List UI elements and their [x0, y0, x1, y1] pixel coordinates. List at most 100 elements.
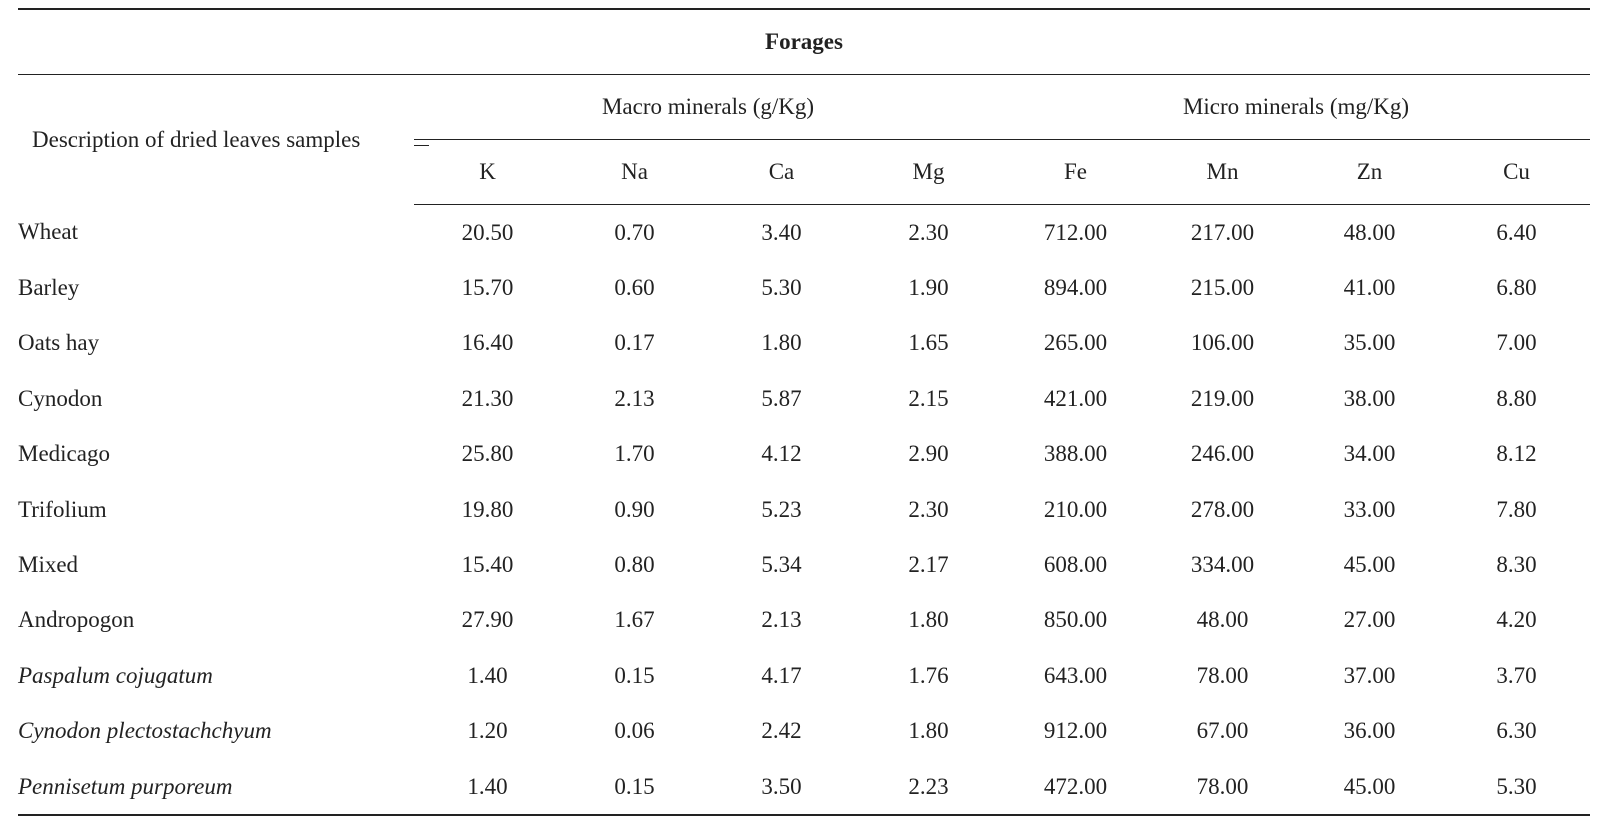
value-cell-k: 27.90	[461, 607, 514, 633]
value-cell-ca: 3.40	[761, 219, 802, 245]
value-cell-zn: 38.00	[1343, 385, 1396, 411]
value-cell-k: 15.40	[461, 552, 514, 578]
value-cell-fe: 712.00	[1043, 219, 1108, 245]
value-cell-na: 0.15	[561, 758, 708, 817]
value-cell-zn: 36.00	[1343, 718, 1396, 744]
element-header-row: K Na Ca Mg Fe Mn Zn Cu	[18, 139, 1591, 205]
value-cell-k: 1.20	[467, 718, 508, 744]
value-cell-zn: 34.00	[1343, 441, 1396, 467]
table-row: Pennisetum purporeum 1.40 0.15 3.50 2.23 472.…	[18, 758, 1591, 817]
column-header-mg: Mg	[855, 139, 1002, 205]
table-title: Forages	[18, 8, 1591, 75]
value-cell-mn: 48.00	[1196, 607, 1249, 633]
forages-table-container: Forages Description of dried leaves samp…	[18, 8, 1591, 817]
value-cell-zn: 45.00	[1343, 552, 1396, 578]
value-cell-k: 19.80	[461, 496, 514, 522]
value-cell-mg: 2.30	[908, 219, 949, 245]
value-cell-mg: 2.15	[908, 385, 949, 411]
value-cell-mn: 78.00	[1149, 758, 1296, 817]
value-cell-k: 21.30	[461, 385, 514, 411]
value-cell-fe: 265.00	[1043, 330, 1108, 356]
value-cell-ca: 5.23	[761, 496, 802, 522]
value-cell-mn: 246.00	[1190, 441, 1255, 467]
value-cell-k: 25.80	[461, 441, 514, 467]
sample-name-cell: Oats hay	[18, 330, 100, 356]
table-row: Medicago 25.80 1.70 4.12 2.90 388.00 246.00 34.…	[18, 427, 1590, 482]
value-cell-na: 0.15	[614, 662, 655, 688]
sample-name-cell: Andropogon	[18, 607, 135, 633]
value-cell-fe: 643.00	[1043, 662, 1108, 688]
table-row: Oats hay 16.40 0.17 1.80 1.65 265.00 106.00 35.…	[18, 316, 1590, 371]
value-cell-cu: 3.70	[1496, 662, 1537, 688]
value-cell-na: 0.70	[614, 219, 655, 245]
sample-name-cell: Trifolium	[18, 496, 107, 522]
value-cell-ca: 4.12	[761, 441, 802, 467]
column-header-na: Na	[561, 139, 708, 205]
value-cell-mg: 2.90	[908, 441, 949, 467]
sample-name-cell: Cynodon	[18, 385, 103, 411]
value-cell-mn: 217.00	[1190, 219, 1255, 245]
sample-name-cell: Wheat	[18, 219, 79, 245]
micro-minerals-header: Micro minerals (mg/Kg)	[1002, 74, 1591, 140]
value-cell-zn: 48.00	[1343, 219, 1396, 245]
value-cell-mg: 1.80	[908, 718, 949, 744]
value-cell-cu: 5.30	[1443, 758, 1591, 817]
column-header-fe: Fe	[1002, 139, 1149, 205]
value-cell-mg: 2.17	[908, 552, 949, 578]
value-cell-mn: 215.00	[1190, 275, 1255, 301]
value-cell-mg: 1.80	[908, 607, 949, 633]
value-cell-fe: 388.00	[1043, 441, 1108, 467]
value-cell-na: 0.90	[614, 496, 655, 522]
value-cell-ca: 2.13	[761, 607, 802, 633]
sample-name-cell: Paspalum cojugatum	[18, 662, 213, 688]
value-cell-cu: 7.80	[1496, 496, 1537, 522]
table-row: Cynodon 21.30 2.13 5.87 2.15 421.00 219.00 38.0…	[18, 371, 1590, 426]
value-cell-k: 1.40	[414, 758, 561, 817]
sample-name-cell: Medicago	[18, 441, 110, 467]
value-cell-cu: 4.20	[1496, 607, 1537, 633]
title-row: Forages	[18, 8, 1591, 75]
value-cell-mn: 278.00	[1190, 496, 1255, 522]
table-row: Paspalum cojugatum 1.40 0.15 4.17 1.76 643.00…	[18, 648, 1590, 703]
value-cell-cu: 8.30	[1496, 552, 1537, 578]
value-cell-na: 1.67	[614, 607, 655, 633]
table-row: Andropogon 27.90 1.67 2.13 1.80 850.00 48.00 27…	[18, 593, 1590, 648]
value-cell-na: 2.13	[614, 385, 655, 411]
value-cell-zn: 37.00	[1343, 662, 1396, 688]
value-cell-fe: 912.00	[1043, 718, 1108, 744]
value-cell-fe: 894.00	[1043, 275, 1108, 301]
value-cell-cu: 7.00	[1496, 330, 1537, 356]
table-row: Wheat 20.50 0.70 3.40 2.30 712.00 217.00 48.00 6…	[18, 205, 1590, 261]
value-cell-mn: 67.00	[1196, 718, 1249, 744]
value-cell-cu: 6.30	[1496, 718, 1537, 744]
table-body: Wheat 20.50 0.70 3.40 2.30 712.00 217.00 48.00 6…	[18, 205, 1591, 817]
value-cell-fe: 472.00	[1002, 758, 1149, 817]
table-row: Cynodon plectostachchyum 1.20 0.06 2.42 1.80…	[18, 704, 1590, 759]
table-row: Mixed 15.40 0.80 5.34 2.17 608.00 334.00 45.00 8…	[18, 537, 1590, 592]
value-cell-k: 15.70	[461, 275, 514, 301]
value-cell-mn: 219.00	[1190, 385, 1255, 411]
value-cell-ca: 1.80	[761, 330, 802, 356]
sample-name-cell: Barley	[18, 275, 80, 301]
value-cell-mn: 334.00	[1190, 552, 1255, 578]
column-header-mn: Mn	[1149, 139, 1296, 205]
value-cell-na: 0.60	[614, 275, 655, 301]
value-cell-fe: 210.00	[1043, 496, 1108, 522]
value-cell-mg: 1.65	[908, 330, 949, 356]
value-cell-mg: 2.23	[855, 758, 1002, 817]
value-cell-zn: 41.00	[1343, 275, 1396, 301]
header-rule-segment	[414, 145, 429, 146]
macro-minerals-header: Macro minerals (g/Kg)	[414, 74, 1002, 140]
value-cell-k: 1.40	[467, 662, 508, 688]
value-cell-k: 16.40	[461, 330, 514, 356]
value-cell-zn: 45.00	[1296, 758, 1443, 817]
table-row: Trifolium 19.80 0.90 5.23 2.30 210.00 278.00 33…	[18, 482, 1590, 537]
column-header-ca: Ca	[708, 139, 855, 205]
table-row: Barley 15.70 0.60 5.30 1.90 894.00 215.00 41.00…	[18, 260, 1590, 315]
value-cell-ca: 5.30	[761, 275, 802, 301]
column-header-k: K	[414, 139, 561, 205]
value-cell-zn: 35.00	[1343, 330, 1396, 356]
value-cell-zn: 33.00	[1343, 496, 1396, 522]
value-cell-na: 0.17	[614, 330, 655, 356]
value-cell-ca: 5.34	[761, 552, 802, 578]
